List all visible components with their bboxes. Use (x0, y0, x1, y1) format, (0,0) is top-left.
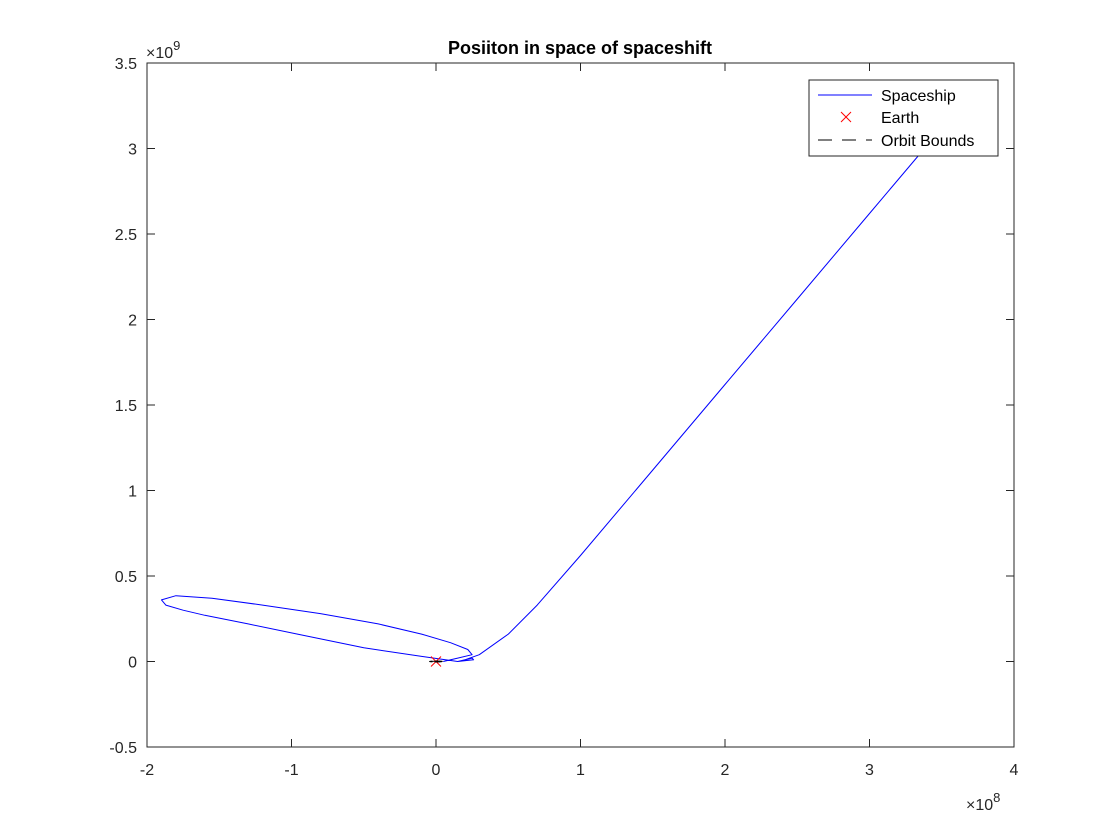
axes-box (146, 62, 1015, 748)
series-line-spaceship (161, 93, 972, 662)
x-tick-label: -2 (140, 762, 154, 779)
x-tick-label: 1 (576, 762, 585, 779)
x-multiplier-power: 8 (993, 790, 1000, 805)
legend-swatch-earth (840, 111, 852, 123)
y-tick-label: 1.5 (115, 398, 137, 415)
legend-label-orbit-bounds: Orbit Bounds (881, 133, 974, 150)
legend-label-earth: Earth (881, 110, 919, 127)
plot-area: -2 -1 0 1 2 3 4 -0.5 0 0.5 1 1.5 2 2.5 3 3.5 (109, 56, 1018, 779)
x-tick-label: -1 (284, 762, 298, 779)
x-axis: -2 -1 0 1 2 3 4 (140, 63, 1019, 779)
y-axis-multiplier: ×109 (146, 38, 180, 62)
chart-title: Posiiton in space of spaceshift (448, 38, 712, 58)
legend-box (808, 79, 999, 157)
legend-label-spaceship: Spaceship (881, 88, 956, 105)
svg-text:×109: ×109 (146, 38, 180, 62)
x-tick-label: 2 (721, 762, 730, 779)
y-tick-label: 2 (128, 313, 137, 330)
y-tick-label: 0.5 (115, 569, 137, 586)
y-tick-label: 0 (128, 655, 137, 672)
y-tick-label: 3.5 (115, 56, 137, 73)
svg-text:×108: ×108 (966, 790, 1000, 814)
y-tick-label: -0.5 (109, 740, 137, 757)
y-tick-label: 3 (128, 142, 137, 159)
x-tick-label: 0 (432, 762, 441, 779)
y-multiplier-power: 9 (173, 38, 180, 53)
y-tick-label: 2.5 (115, 227, 137, 244)
x-axis-multiplier: ×108 (966, 790, 1000, 814)
y-tick-label: 1 (128, 484, 137, 501)
y-multiplier-base: 10 (155, 45, 173, 62)
legend: Spaceship Earth Orbit Bounds (808, 79, 999, 157)
orbit-bound-circle (428, 660, 444, 663)
x-multiplier-base: 10 (975, 797, 993, 814)
x-tick-label: 3 (865, 762, 874, 779)
series-layer (161, 93, 972, 667)
x-tick-label: 4 (1010, 762, 1019, 779)
y-axis: -0.5 0 0.5 1 1.5 2 2.5 3 3.5 (109, 56, 1014, 757)
